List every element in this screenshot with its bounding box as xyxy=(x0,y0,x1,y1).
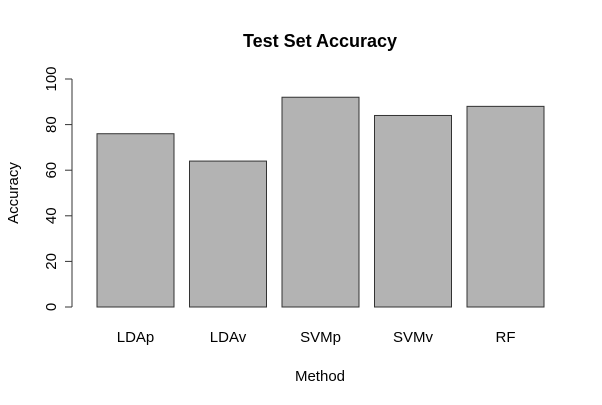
y-axis-label: Accuracy xyxy=(5,162,22,224)
x-tick-label: SVMp xyxy=(300,329,341,346)
x-tick-labels: LDAp LDAv SVMp SVMv RF xyxy=(117,329,516,346)
bar-rf xyxy=(466,105,545,308)
x-tick-label: LDAv xyxy=(210,329,247,346)
x-tick-label: LDAp xyxy=(117,329,155,346)
x-tick-label: RF xyxy=(496,329,516,346)
x-tick-label: SVMv xyxy=(393,329,434,346)
y-tick-label: 20 xyxy=(43,253,60,270)
bars xyxy=(96,96,545,308)
y-tick-label: 60 xyxy=(43,162,60,179)
bar-ldav xyxy=(189,160,267,308)
chart-title: Test Set Accuracy xyxy=(243,31,397,51)
y-tick-label: 40 xyxy=(43,207,60,224)
bar-svmv xyxy=(374,114,452,308)
y-tick-label: 100 xyxy=(43,66,60,91)
y-axis: 0 20 40 60 80 100 xyxy=(43,66,73,311)
y-tick-label: 0 xyxy=(43,303,60,311)
x-axis-label: Method xyxy=(295,368,345,385)
y-tick-label: 80 xyxy=(43,116,60,133)
bar-ldap xyxy=(96,133,175,308)
bar-svmp xyxy=(281,96,360,308)
